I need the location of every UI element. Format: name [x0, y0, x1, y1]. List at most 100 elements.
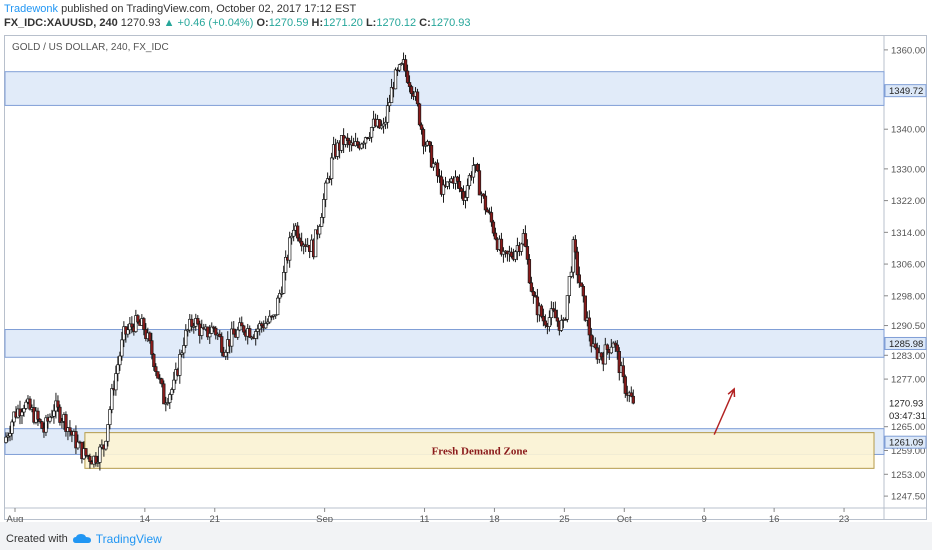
- candle[interactable]: [417, 103, 422, 126]
- candle[interactable]: [214, 327, 218, 336]
- candle[interactable]: [447, 181, 452, 184]
- candle[interactable]: [483, 195, 488, 211]
- candle[interactable]: [24, 401, 28, 409]
- candle[interactable]: [106, 424, 110, 442]
- candle[interactable]: [232, 328, 236, 335]
- candle[interactable]: [541, 316, 546, 322]
- candle[interactable]: [154, 366, 158, 372]
- candle[interactable]: [150, 340, 154, 355]
- candle[interactable]: [543, 320, 548, 326]
- candle[interactable]: [172, 379, 176, 390]
- candle[interactable]: [94, 455, 98, 464]
- candle[interactable]: [292, 229, 296, 237]
- candle[interactable]: [575, 251, 579, 276]
- candle[interactable]: [270, 315, 274, 318]
- candle[interactable]: [457, 180, 462, 189]
- candle[interactable]: [615, 344, 619, 352]
- candle[interactable]: [631, 395, 635, 404]
- candle[interactable]: [116, 364, 120, 374]
- candle[interactable]: [4, 436, 8, 443]
- candle[interactable]: [280, 292, 284, 295]
- candle[interactable]: [156, 371, 160, 379]
- candle[interactable]: [210, 326, 214, 334]
- candle[interactable]: [501, 251, 506, 255]
- candle[interactable]: [377, 119, 382, 129]
- candle[interactable]: [254, 331, 258, 339]
- candle[interactable]: [617, 351, 621, 374]
- candle[interactable]: [525, 246, 530, 260]
- candle[interactable]: [84, 448, 88, 456]
- candle[interactable]: [553, 309, 558, 319]
- candle[interactable]: [529, 282, 534, 292]
- candle[interactable]: [465, 185, 470, 198]
- candle[interactable]: [220, 336, 224, 353]
- candle[interactable]: [603, 344, 607, 365]
- candle[interactable]: [10, 421, 14, 434]
- candle[interactable]: [455, 176, 460, 182]
- candle[interactable]: [290, 235, 294, 239]
- candle[interactable]: [493, 232, 498, 240]
- candle[interactable]: [98, 446, 102, 463]
- candle[interactable]: [609, 346, 613, 354]
- candle[interactable]: [184, 329, 188, 346]
- candle[interactable]: [407, 82, 412, 87]
- candle[interactable]: [329, 157, 334, 180]
- candle[interactable]: [284, 256, 288, 273]
- candle[interactable]: [114, 373, 118, 391]
- candle[interactable]: [260, 323, 264, 327]
- candle[interactable]: [559, 319, 564, 331]
- candle[interactable]: [319, 217, 324, 227]
- candle[interactable]: [369, 127, 374, 138]
- candle[interactable]: [459, 188, 464, 192]
- candle[interactable]: [178, 354, 182, 376]
- candle[interactable]: [549, 308, 554, 318]
- candle[interactable]: [555, 317, 560, 322]
- candle[interactable]: [28, 398, 32, 410]
- candle[interactable]: [379, 125, 384, 129]
- candle[interactable]: [108, 409, 112, 425]
- candle[interactable]: [435, 162, 440, 177]
- candle[interactable]: [160, 378, 164, 385]
- candle[interactable]: [74, 431, 78, 449]
- candle[interactable]: [22, 408, 26, 413]
- candle[interactable]: [136, 315, 140, 323]
- candle[interactable]: [397, 64, 402, 71]
- candle[interactable]: [208, 333, 212, 338]
- candle[interactable]: [110, 388, 114, 410]
- candle[interactable]: [192, 325, 196, 328]
- candle[interactable]: [44, 417, 48, 433]
- candle[interactable]: [206, 326, 210, 338]
- tradingview-link[interactable]: TradingView: [95, 532, 162, 546]
- candle[interactable]: [427, 141, 432, 146]
- candle[interactable]: [355, 141, 360, 146]
- candle[interactable]: [565, 295, 570, 320]
- candle[interactable]: [389, 87, 394, 103]
- candle[interactable]: [581, 286, 585, 297]
- candle[interactable]: [200, 327, 204, 336]
- candle[interactable]: [599, 352, 603, 358]
- candle[interactable]: [224, 351, 228, 357]
- candle[interactable]: [419, 124, 424, 130]
- candle[interactable]: [130, 323, 134, 328]
- candle[interactable]: [218, 333, 222, 337]
- candle[interactable]: [367, 136, 372, 139]
- candle[interactable]: [166, 402, 170, 404]
- candle[interactable]: [236, 329, 240, 338]
- candle[interactable]: [266, 321, 270, 324]
- candle[interactable]: [605, 344, 609, 350]
- candle[interactable]: [523, 233, 528, 247]
- candle[interactable]: [531, 291, 536, 296]
- candle[interactable]: [327, 178, 332, 180]
- candle[interactable]: [463, 197, 468, 201]
- candle[interactable]: [180, 352, 184, 355]
- candle[interactable]: [623, 376, 627, 394]
- candle[interactable]: [551, 308, 556, 311]
- candle[interactable]: [461, 191, 466, 201]
- candle[interactable]: [60, 421, 64, 423]
- candle[interactable]: [481, 193, 486, 197]
- author-link[interactable]: Tradewonk: [4, 3, 59, 15]
- candle[interactable]: [321, 199, 326, 218]
- candle[interactable]: [361, 142, 366, 145]
- candle[interactable]: [58, 406, 62, 423]
- candle[interactable]: [268, 315, 272, 323]
